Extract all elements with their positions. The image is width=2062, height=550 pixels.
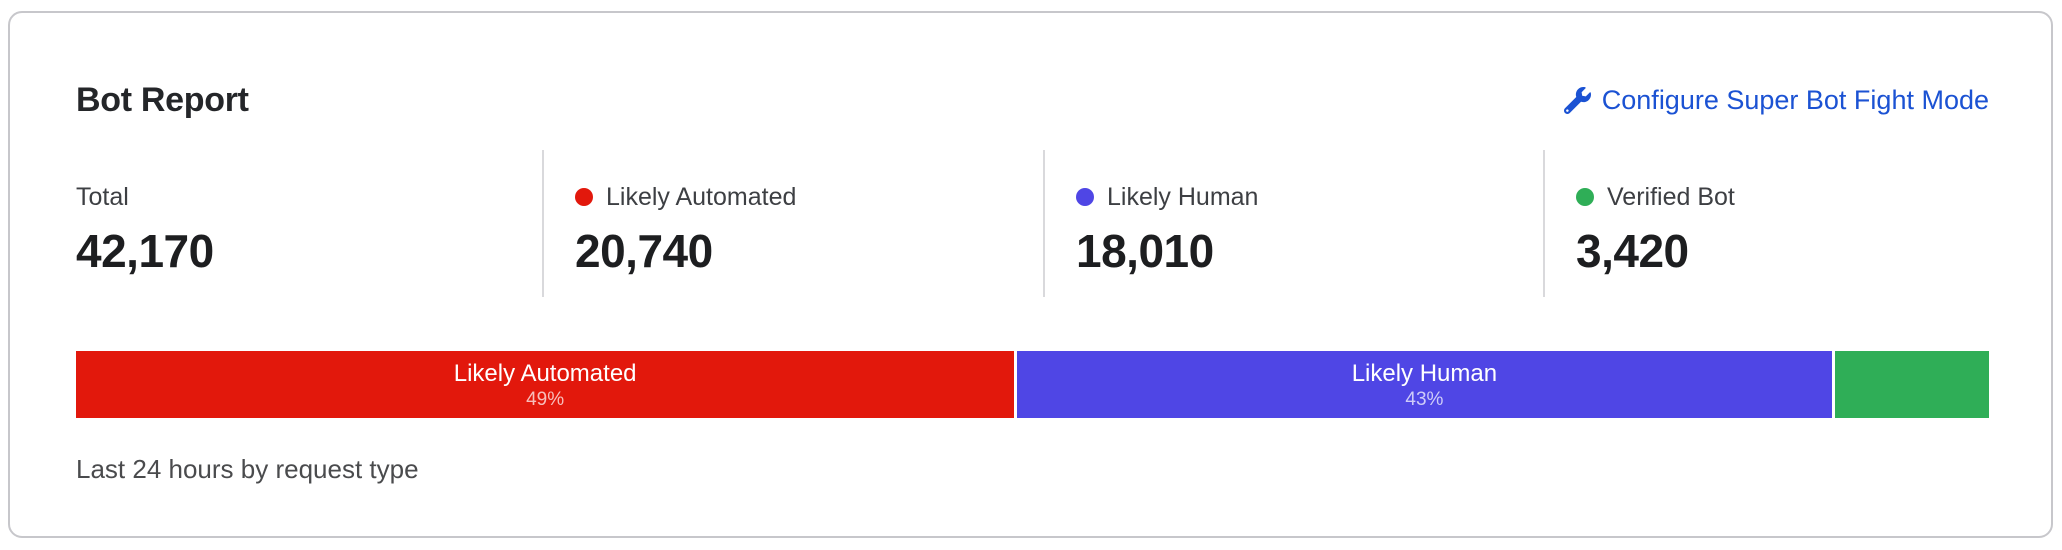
bot-report-card: Bot Report Configure Super Bot Fight Mod… bbox=[8, 11, 2053, 538]
stats-row: Total 42,170 Likely Automated 20,740 Lik… bbox=[76, 150, 1989, 297]
time-range-caption: Last 24 hours by request type bbox=[76, 454, 419, 484]
stat-verified-bot-value: 3,420 bbox=[1576, 225, 1689, 277]
likely-automated-dot-icon bbox=[575, 188, 593, 206]
configure-link-label: Configure Super Bot Fight Mode bbox=[1601, 85, 1989, 115]
bar-segment-likely-automated-percent: 49% bbox=[526, 388, 565, 410]
stat-verified-bot: Verified Bot 3,420 bbox=[1543, 150, 1989, 297]
bar-segment-likely-automated: Likely Automated 49% bbox=[76, 351, 1015, 418]
likely-human-dot-icon bbox=[1076, 188, 1094, 206]
bar-segment-likely-human: Likely Human 43% bbox=[1017, 351, 1832, 418]
bar-segment-likely-automated-label: Likely Automated bbox=[453, 359, 637, 387]
stat-likely-human-label: Likely Human bbox=[1107, 183, 1259, 211]
card-title: Bot Report bbox=[76, 81, 249, 119]
stat-likely-automated-value: 20,740 bbox=[575, 225, 713, 277]
stat-total-label: Total bbox=[76, 183, 129, 211]
wrench-icon bbox=[1563, 87, 1591, 114]
card-header: Bot Report Configure Super Bot Fight Mod… bbox=[76, 81, 1989, 120]
request-type-stacked-bar: Likely Automated 49% Likely Human 43% bbox=[76, 351, 1989, 418]
bar-segment-likely-human-label: Likely Human bbox=[1351, 359, 1498, 387]
stat-total: Total 42,170 bbox=[76, 150, 542, 297]
bar-segment-likely-human-percent: 43% bbox=[1405, 388, 1444, 410]
configure-super-bot-fight-mode-link[interactable]: Configure Super Bot Fight Mode bbox=[1563, 85, 1989, 116]
stat-total-value: 42,170 bbox=[76, 225, 214, 277]
stat-verified-bot-label: Verified Bot bbox=[1607, 183, 1735, 211]
stat-likely-human-value: 18,010 bbox=[1076, 225, 1214, 277]
stat-likely-automated: Likely Automated 20,740 bbox=[542, 150, 1043, 297]
bar-segment-verified-bot bbox=[1834, 351, 1989, 418]
verified-bot-dot-icon bbox=[1576, 188, 1594, 206]
stat-likely-human: Likely Human 18,010 bbox=[1043, 150, 1543, 297]
stat-likely-automated-label: Likely Automated bbox=[606, 183, 797, 211]
